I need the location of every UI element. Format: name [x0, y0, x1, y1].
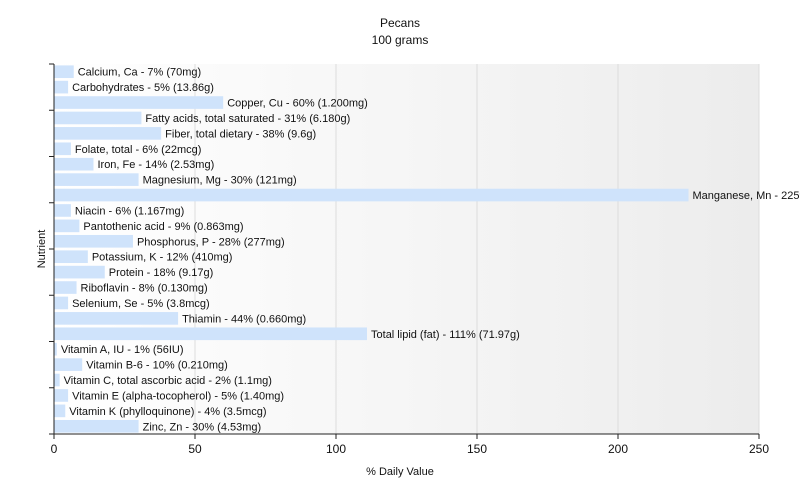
x-tick-label: 100: [326, 442, 346, 456]
x-axis-label: % Daily Value: [366, 466, 434, 478]
bar: [54, 312, 179, 325]
bar: [54, 358, 83, 371]
x-tick-label: 0: [51, 442, 58, 456]
bar: [54, 419, 139, 433]
bar: [54, 173, 139, 186]
y-axis-label: Nutrient: [36, 229, 48, 269]
bar-label: Total lipid (fat) - 111% (71.97g): [371, 329, 520, 341]
bar: [54, 404, 66, 418]
bar-label: Protein - 18% (9.17g): [109, 267, 214, 279]
x-tick-label: 50: [188, 442, 202, 456]
bar-label: Vitamin B-6 - 10% (0.210mg): [86, 360, 228, 372]
bar-label: Phosphorus, P - 28% (277mg): [137, 236, 285, 248]
bar: [54, 157, 94, 171]
bar-label: Vitamin C, total ascorbic acid - 2% (1.1…: [64, 375, 272, 387]
bar: [54, 219, 80, 233]
bar-label: Fatty acids, total saturated - 31% (6.18…: [145, 113, 350, 125]
bar: [54, 65, 74, 79]
chart-subtitle: 100 grams: [371, 33, 429, 47]
x-tick-label: 200: [608, 442, 628, 456]
bar-label: Carbohydrates - 5% (13.86g): [72, 82, 214, 94]
bar-label: Vitamin K (phylloquinone) - 4% (3.5mcg): [69, 406, 266, 418]
chart-title: Pecans: [379, 16, 421, 30]
bar-label: Calcium, Ca - 7% (70mg): [78, 67, 201, 79]
bar-label: Vitamin A, IU - 1% (56IU): [61, 344, 184, 356]
x-tick-label: 250: [749, 442, 769, 456]
bar-label: Folate, total - 6% (22mcg): [75, 144, 202, 156]
bar: [54, 127, 162, 140]
bar-label: Fiber, total dietary - 38% (9.6g): [165, 128, 316, 140]
bar-label: Pantothenic acid - 9% (0.863mg): [83, 221, 243, 233]
bar: [54, 142, 71, 156]
bar-label: Zinc, Zn - 30% (4.53mg): [143, 421, 262, 433]
bar-label: Niacin - 6% (1.167mg): [75, 205, 184, 217]
bar: [54, 281, 77, 294]
bar-label: Manganese, Mn - 225% (4.500mg): [693, 190, 800, 202]
plot-background: [54, 64, 759, 434]
bar: [54, 234, 133, 248]
bar: [54, 342, 57, 356]
x-tick-label: 150: [467, 442, 487, 456]
bar-label: Potassium, K - 12% (410mg): [92, 252, 233, 264]
bar-label: Iron, Fe - 14% (2.53mg): [97, 159, 214, 171]
bar-label: Copper, Cu - 60% (1.200mg): [227, 98, 368, 110]
bar: [54, 204, 71, 217]
bar-label: Magnesium, Mg - 30% (121mg): [143, 175, 297, 187]
bar: [54, 265, 105, 279]
bar: [54, 296, 69, 310]
bar: [54, 111, 142, 125]
bar-label: Selenium, Se - 5% (3.8mcg): [72, 298, 210, 310]
bar: [54, 188, 689, 202]
bar: [54, 250, 88, 264]
bar: [54, 80, 69, 94]
bar: [54, 373, 60, 387]
bar-label: Thiamin - 44% (0.660mg): [182, 313, 306, 325]
bar-label: Vitamin E (alpha-tocopherol) - 5% (1.40m…: [72, 390, 284, 402]
bar: [54, 389, 69, 402]
bar-label: Riboflavin - 8% (0.130mg): [81, 283, 208, 295]
bar: [54, 327, 368, 341]
bar: [54, 96, 224, 109]
